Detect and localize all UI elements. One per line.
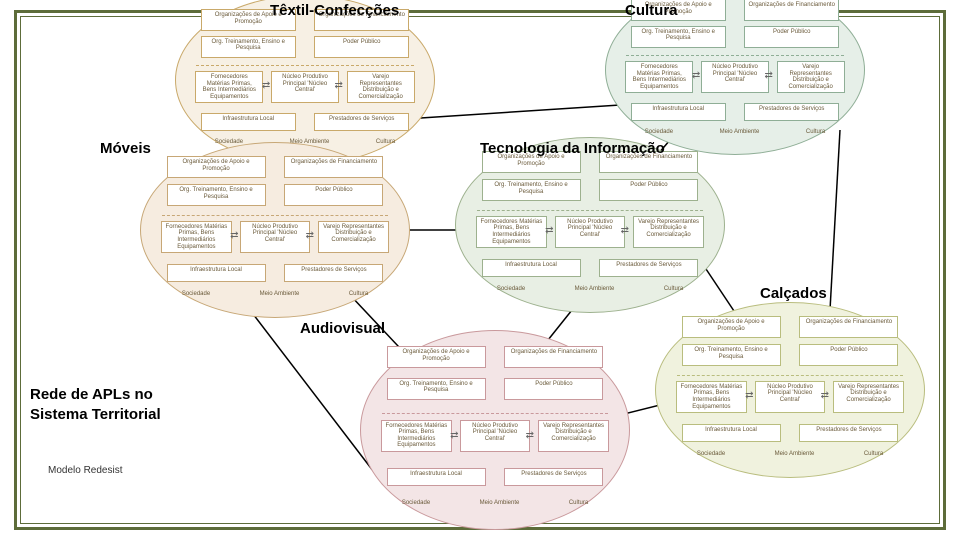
cluster-box: Prestadores de Serviços [799,424,898,442]
cluster-footer-label: Cultura [664,286,683,292]
cluster-box: Poder Público [799,344,898,366]
cluster-footer-label: Meio Ambiente [775,451,815,457]
cluster-box: Organizações de Apoio e Promoção [167,156,266,178]
cluster-box: Infraestrutura Local [387,468,486,486]
cluster-box: Organizações de Financiamento [744,0,839,21]
cluster-box: Poder Público [284,184,383,206]
cluster-box: Núcleo Produtivo Principal 'Núcleo Centr… [755,381,826,413]
cluster-box: Varejo Representantes Distribuição e Com… [318,221,389,253]
cluster-box: Organizações de Financiamento [799,316,898,338]
cluster-box: Prestadores de Serviços [284,264,383,282]
cluster-box: Infraestrutura Local [482,259,581,277]
cluster-box: Prestadores de Serviços [599,259,698,277]
cluster-box: Prestadores de Serviços [314,113,409,131]
cluster-box: Organizações de Apoio e Promoção [682,316,781,338]
cluster-footer-label: Cultura [806,129,825,135]
cluster-audiovisual: Organizações de Apoio e Promoção Organiza… [360,330,630,530]
cluster-box: Núcleo Produtivo Principal 'Núcleo Centr… [240,221,311,253]
cluster-label-audiovisual: Audiovisual [300,320,385,337]
cluster-box: Prestadores de Serviços [504,468,603,486]
network-title-line1: Rede de APLs no [30,386,153,403]
cluster-label-moveis: Móveis [100,140,151,157]
cluster-box: Fornecedores Matérias Primas, Bens Inter… [195,71,263,103]
cluster-box: Infraestrutura Local [631,103,726,121]
cluster-box: Organizações de Financiamento [284,156,383,178]
cluster-moveis: Organizações de Apoio e Promoção Organiza… [140,142,410,318]
model-caption: Modelo Redesist [48,465,122,476]
cluster-footer-label: Meio Ambiente [720,129,760,135]
cluster-footer-label: Sociedade [182,291,210,297]
cluster-box: Varejo Representantes Distribuição e Com… [347,71,415,103]
cluster-box: Org. Treinamento, Ensino e Pesquisa [631,26,726,48]
cluster-box: Fornecedores Matérias Primas, Bens Inter… [625,61,693,93]
cluster-label-ti: Tecnologia da Informação [480,140,665,157]
network-title-line2: Sistema Territorial [30,406,161,423]
cluster-ti: Organizações de Apoio e PromoçãoOrganiza… [455,137,725,313]
cluster-box: Infraestrutura Local [682,424,781,442]
cluster-footer-label: Meio Ambiente [575,286,615,292]
cluster-label-calcados: Calçados [760,285,827,302]
cluster-footer-label: Cultura [569,500,588,506]
cluster-box: Varejo Representantes Distribuição e Com… [633,216,704,248]
cluster-box: Núcleo Produtivo Principal 'Núcleo Centr… [701,61,769,93]
cluster-box: Organizações de Apoio e Promoção [387,346,486,368]
cluster-cultura: Organizações de Apoio e PromoçãoOrganiza… [605,0,865,155]
edge [830,130,840,310]
cluster-box: Fornecedores Matérias Primas, Bens Inter… [476,216,547,248]
cluster-box: Poder Público [504,378,603,400]
cluster-box: Org. Treinamento, Ensino e Pesquisa [167,184,266,206]
cluster-box: Poder Público [314,36,409,58]
cluster-box: Núcleo Produtivo Principal 'Núcleo Centr… [271,71,339,103]
cluster-box: Org. Treinamento, Ensino e Pesquisa [387,378,486,400]
cluster-box: Infraestrutura Local [201,113,296,131]
cluster-footer-label: Meio Ambiente [260,291,300,297]
cluster-footer-label: Sociedade [497,286,525,292]
cluster-box: Fornecedores Matérias Primas, Bens Inter… [676,381,747,413]
cluster-footer-label: Sociedade [402,500,430,506]
cluster-footer-label: Cultura [864,451,883,457]
cluster-box: Varejo Representantes Distribuição e Com… [777,61,845,93]
cluster-box: Org. Treinamento, Ensino e Pesquisa [682,344,781,366]
cluster-footer-label: Cultura [349,291,368,297]
cluster-textil: Organizações de Apoio e PromoçãoOrganiza… [175,0,435,165]
cluster-box: Prestadores de Serviços [744,103,839,121]
cluster-box: Org. Treinamento, Ensino e Pesquisa [482,179,581,201]
cluster-box: Varejo Representantes Distribuição e Com… [833,381,904,413]
cluster-box: Varejo Representantes Distribuição e Com… [538,420,609,452]
cluster-box: Poder Público [744,26,839,48]
cluster-box: Infraestrutura Local [167,264,266,282]
cluster-label-cultura: Cultura [625,2,678,19]
cluster-label-textil: Têxtil-Confecções [270,2,399,19]
cluster-box: Fornecedores Matérias Primas, Bens Inter… [381,420,452,452]
cluster-footer-label: Meio Ambiente [480,500,520,506]
cluster-footer-label: Sociedade [645,129,673,135]
cluster-footer-label: Cultura [376,139,395,145]
cluster-footer-label: Sociedade [697,451,725,457]
cluster-calcados: Organizações de Apoio e Promoção Organiza… [655,302,925,478]
cluster-box: Núcleo Produtivo Principal 'Núcleo Centr… [555,216,626,248]
cluster-box: Organizações de Financiamento [504,346,603,368]
network-title: Rede de APLs no Sistema Territorial [30,385,161,424]
cluster-box: Poder Público [599,179,698,201]
cluster-box: Org. Treinamento, Ensino e Pesquisa [201,36,296,58]
cluster-box: Núcleo Produtivo Principal 'Núcleo Centr… [460,420,531,452]
cluster-box: Fornecedores Matérias Primas, Bens Inter… [161,221,232,253]
